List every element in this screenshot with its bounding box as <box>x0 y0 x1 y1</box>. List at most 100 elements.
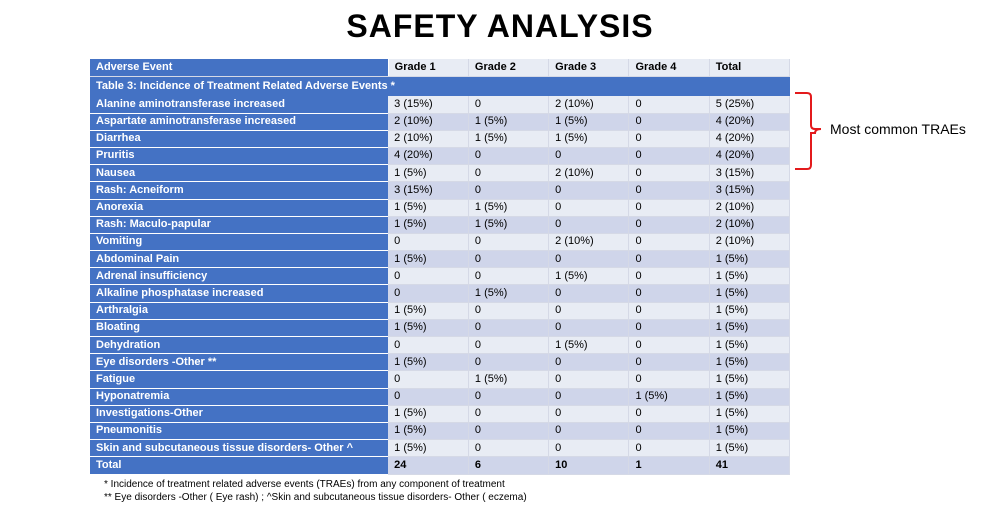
table-row: Skin and subcutaneous tissue disorders- … <box>90 440 790 457</box>
col-grade-3: Grade 3 <box>549 59 629 77</box>
row-value: 1 (5%) <box>388 440 468 457</box>
row-value: 0 <box>468 405 548 422</box>
row-label: Pruritis <box>90 147 388 164</box>
content-wrap: Table 3: Incidence of Treatment Related … <box>0 59 1000 505</box>
row-value: 1 (5%) <box>709 405 789 422</box>
row-value: 0 <box>468 319 548 336</box>
row-label: Total <box>90 457 388 474</box>
col-grade-4: Grade 4 <box>629 59 709 77</box>
row-value: 2 (10%) <box>549 165 629 182</box>
row-label: Dehydration <box>90 337 388 354</box>
row-value: 4 (20%) <box>709 113 789 130</box>
row-value: 1 (5%) <box>549 130 629 147</box>
row-value: 1 (5%) <box>709 440 789 457</box>
row-value: 4 (20%) <box>709 130 789 147</box>
row-value: 0 <box>388 233 468 250</box>
row-value: 4 (20%) <box>388 147 468 164</box>
row-value: 0 <box>549 371 629 388</box>
table-row: Adrenal insufficiency001 (5%)01 (5%) <box>90 268 790 285</box>
bracket-icon <box>793 91 823 171</box>
row-value: 1 (5%) <box>388 165 468 182</box>
row-value: 0 <box>468 251 548 268</box>
row-value: 1 (5%) <box>468 371 548 388</box>
row-value: 0 <box>468 354 548 371</box>
table-row: Rash: Maculo-papular1 (5%)1 (5%)002 (10%… <box>90 216 790 233</box>
row-value: 0 <box>629 96 709 113</box>
row-value: 0 <box>388 388 468 405</box>
row-value: 0 <box>468 337 548 354</box>
row-value: 0 <box>629 319 709 336</box>
adverse-events-table: Table 3: Incidence of Treatment Related … <box>90 59 790 475</box>
table-header-row: Adverse Event Grade 1 Grade 2 Grade 3 Gr… <box>90 59 790 77</box>
row-value: 0 <box>629 422 709 439</box>
row-value: 0 <box>388 285 468 302</box>
row-value: 0 <box>468 268 548 285</box>
row-value: 1 (5%) <box>709 251 789 268</box>
row-value: 0 <box>549 440 629 457</box>
row-value: 0 <box>629 233 709 250</box>
row-value: 0 <box>629 440 709 457</box>
row-value: 0 <box>549 319 629 336</box>
row-value: 2 (10%) <box>709 216 789 233</box>
row-value: 1 (5%) <box>388 422 468 439</box>
row-value: 1 (5%) <box>709 319 789 336</box>
row-label: Fatigue <box>90 371 388 388</box>
table-row: Diarrhea2 (10%)1 (5%)1 (5%)04 (20%) <box>90 130 790 147</box>
row-value: 0 <box>468 440 548 457</box>
col-grade-1: Grade 1 <box>388 59 468 77</box>
row-value: 0 <box>468 96 548 113</box>
row-value: 1 (5%) <box>388 354 468 371</box>
row-value: 3 (15%) <box>709 165 789 182</box>
row-value: 0 <box>629 285 709 302</box>
row-value: 1 (5%) <box>549 337 629 354</box>
row-value: 0 <box>629 216 709 233</box>
row-value: 0 <box>629 147 709 164</box>
row-value: 0 <box>388 371 468 388</box>
row-label: Arthralgia <box>90 302 388 319</box>
row-value: 0 <box>549 251 629 268</box>
row-value: 24 <box>388 457 468 474</box>
table-row: Anorexia1 (5%)1 (5%)002 (10%) <box>90 199 790 216</box>
row-value: 0 <box>629 371 709 388</box>
row-value: 41 <box>709 457 789 474</box>
row-label: Bloating <box>90 319 388 336</box>
row-label: Aspartate aminotransferase increased <box>90 113 388 130</box>
col-grade-2: Grade 2 <box>468 59 548 77</box>
row-value: 1 <box>629 457 709 474</box>
row-value: 2 (10%) <box>709 199 789 216</box>
row-value: 0 <box>388 268 468 285</box>
table-row: Vomiting002 (10%)02 (10%) <box>90 233 790 250</box>
row-value: 1 (5%) <box>549 268 629 285</box>
row-value: 0 <box>468 233 548 250</box>
row-label: Alanine aminotransferase increased <box>90 96 388 113</box>
row-value: 0 <box>629 113 709 130</box>
row-value: 0 <box>549 285 629 302</box>
row-label: Investigations-Other <box>90 405 388 422</box>
row-label: Eye disorders -Other ** <box>90 354 388 371</box>
row-value: 1 (5%) <box>709 388 789 405</box>
row-value: 2 (10%) <box>709 233 789 250</box>
row-label: Vomiting <box>90 233 388 250</box>
row-value: 1 (5%) <box>468 216 548 233</box>
table-row: Nausea1 (5%)02 (10%)03 (15%) <box>90 165 790 182</box>
row-value: 0 <box>549 302 629 319</box>
row-label: Alkaline phosphatase increased <box>90 285 388 302</box>
row-value: 1 (5%) <box>709 354 789 371</box>
table-row: Arthralgia1 (5%)0001 (5%) <box>90 302 790 319</box>
row-value: 1 (5%) <box>468 130 548 147</box>
table-body: Alanine aminotransferase increased3 (15%… <box>90 96 790 474</box>
row-value: 2 (10%) <box>388 130 468 147</box>
row-label: Pneumonitis <box>90 422 388 439</box>
row-value: 0 <box>549 422 629 439</box>
row-value: 0 <box>629 165 709 182</box>
row-value: 1 (5%) <box>629 388 709 405</box>
row-value: 2 (10%) <box>388 113 468 130</box>
row-value: 0 <box>468 388 548 405</box>
col-total: Total <box>709 59 789 77</box>
row-label: Diarrhea <box>90 130 388 147</box>
table-row: Pruritis4 (20%)0004 (20%) <box>90 147 790 164</box>
row-value: 0 <box>549 199 629 216</box>
row-value: 3 (15%) <box>388 96 468 113</box>
row-label: Skin and subcutaneous tissue disorders- … <box>90 440 388 457</box>
row-value: 0 <box>629 199 709 216</box>
